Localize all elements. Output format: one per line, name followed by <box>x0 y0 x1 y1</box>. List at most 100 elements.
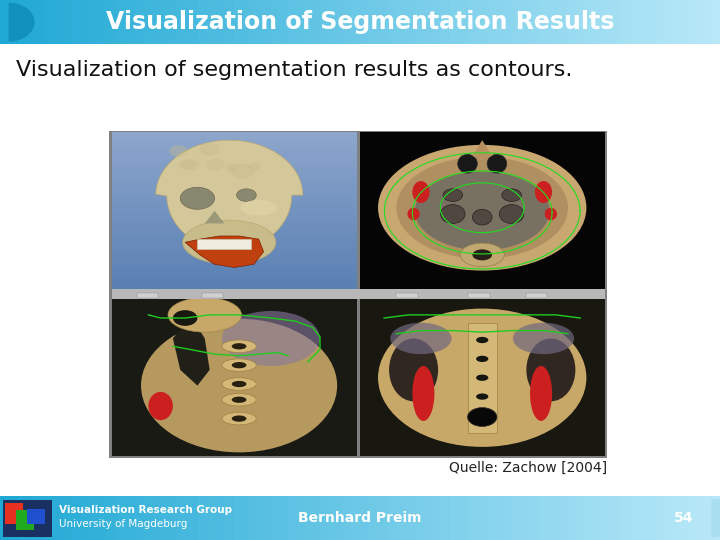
Bar <box>360 0 369 44</box>
Bar <box>112 286 357 289</box>
Ellipse shape <box>487 154 507 173</box>
Bar <box>324 0 333 44</box>
Bar <box>648 0 657 44</box>
Bar <box>477 496 486 540</box>
Ellipse shape <box>389 339 438 401</box>
Bar <box>603 496 612 540</box>
Bar <box>711 496 720 540</box>
Bar <box>81 0 90 44</box>
Ellipse shape <box>397 157 568 259</box>
Wedge shape <box>711 498 720 537</box>
Bar <box>63 0 72 44</box>
Bar <box>112 271 357 274</box>
Text: Quelle: Zachow [2004]: Quelle: Zachow [2004] <box>449 461 607 475</box>
Bar <box>513 0 522 44</box>
Text: Visualization Research Group: Visualization Research Group <box>59 505 232 515</box>
Ellipse shape <box>460 243 504 267</box>
Bar <box>112 176 357 179</box>
Bar <box>112 280 357 283</box>
Bar <box>27 0 36 44</box>
Bar <box>9 0 18 44</box>
Bar <box>486 496 495 540</box>
Bar <box>405 0 414 44</box>
Bar <box>414 496 423 540</box>
Bar <box>54 0 63 44</box>
Bar <box>109 131 607 458</box>
Bar <box>112 205 357 208</box>
Bar <box>112 227 357 229</box>
Bar <box>126 496 135 540</box>
Bar <box>45 0 54 44</box>
Bar <box>378 0 387 44</box>
Bar <box>522 0 531 44</box>
Bar <box>261 496 270 540</box>
Bar <box>414 0 423 44</box>
Bar <box>81 496 90 540</box>
Bar <box>189 0 198 44</box>
Bar <box>112 132 357 136</box>
Ellipse shape <box>183 220 276 264</box>
Ellipse shape <box>222 359 256 372</box>
Bar <box>198 496 207 540</box>
Bar <box>639 496 648 540</box>
Bar <box>639 0 648 44</box>
Bar <box>112 201 357 205</box>
Bar <box>711 0 720 44</box>
Bar <box>18 496 27 540</box>
Bar <box>3 500 52 537</box>
Bar <box>288 496 297 540</box>
Bar <box>112 173 357 176</box>
Bar <box>612 0 621 44</box>
Ellipse shape <box>378 308 586 447</box>
Ellipse shape <box>222 413 256 425</box>
Bar <box>99 496 108 540</box>
Ellipse shape <box>232 396 246 403</box>
Bar <box>540 496 549 540</box>
Bar <box>549 0 558 44</box>
Bar <box>117 0 126 44</box>
Polygon shape <box>185 236 264 267</box>
Bar <box>270 496 279 540</box>
Ellipse shape <box>390 323 451 354</box>
Bar <box>162 496 171 540</box>
Bar <box>306 0 315 44</box>
Ellipse shape <box>222 394 256 406</box>
Ellipse shape <box>222 340 256 353</box>
Bar <box>112 195 357 198</box>
Bar <box>441 0 450 44</box>
Bar <box>540 0 549 44</box>
Bar <box>112 141 357 145</box>
Bar <box>612 496 621 540</box>
Bar <box>467 323 497 433</box>
Bar <box>603 0 612 44</box>
Bar <box>144 0 153 44</box>
Ellipse shape <box>476 337 488 343</box>
Bar <box>450 0 459 44</box>
Circle shape <box>230 164 254 179</box>
Bar <box>594 0 603 44</box>
Ellipse shape <box>413 181 430 203</box>
Bar <box>675 0 684 44</box>
Bar <box>693 0 702 44</box>
Bar <box>684 496 693 540</box>
Text: Visualization of segmentation results as contours.: Visualization of segmentation results as… <box>16 60 572 80</box>
Circle shape <box>180 187 215 210</box>
Ellipse shape <box>222 311 320 366</box>
Bar <box>657 496 666 540</box>
Bar <box>594 496 603 540</box>
Bar <box>137 293 158 298</box>
Ellipse shape <box>502 189 521 201</box>
Ellipse shape <box>168 298 241 332</box>
Bar <box>112 233 357 236</box>
Bar <box>54 496 63 540</box>
Bar <box>522 496 531 540</box>
Ellipse shape <box>232 343 246 349</box>
Bar <box>558 0 567 44</box>
Bar <box>112 289 605 299</box>
Bar <box>90 496 99 540</box>
Bar <box>108 496 117 540</box>
Bar <box>477 0 486 44</box>
Bar <box>27 509 45 524</box>
Bar <box>0 0 9 44</box>
Bar <box>112 148 357 151</box>
